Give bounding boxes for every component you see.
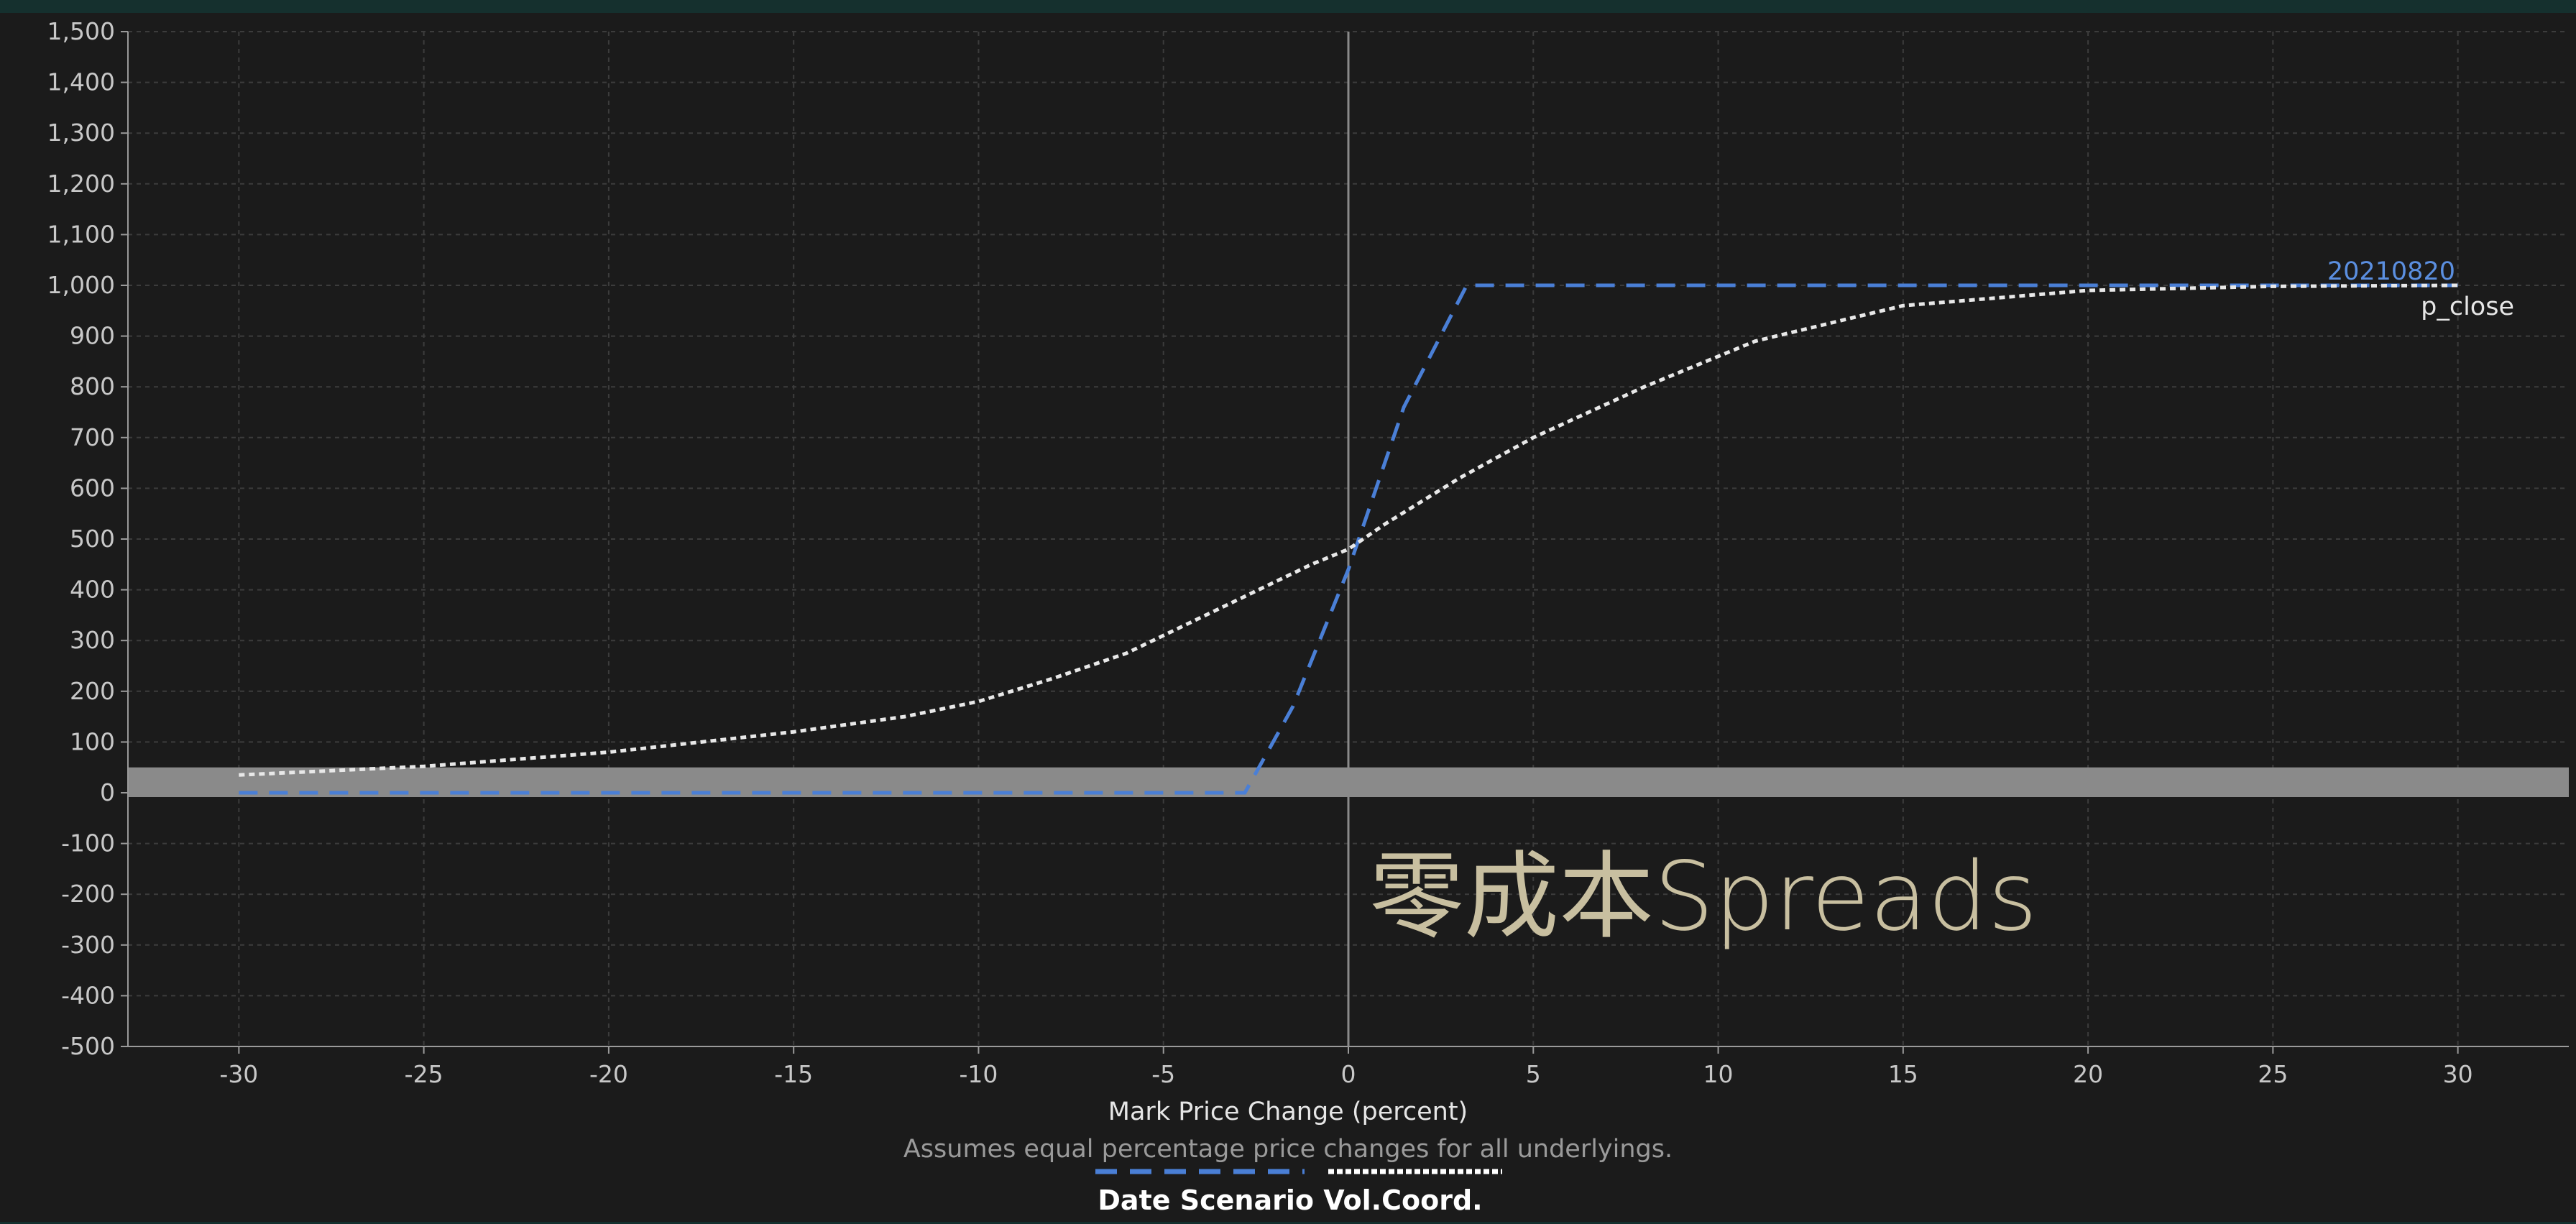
- y-tick-label: 100: [70, 727, 115, 755]
- x-tick-label: 25: [2258, 1060, 2288, 1088]
- y-tick-label: 300: [70, 626, 115, 654]
- y-tick-label: -300: [61, 931, 115, 959]
- y-tick-label: -100: [61, 829, 115, 857]
- y-tick-label: 1,300: [47, 119, 115, 147]
- x-tick-label: -10: [960, 1060, 998, 1088]
- x-tick-label: 10: [1703, 1060, 1734, 1088]
- legend-label: Date Scenario Vol.Coord.: [1098, 1184, 1482, 1216]
- y-tick-label: 800: [70, 372, 115, 400]
- y-tick-label: 900: [70, 322, 115, 350]
- y-tick-label: 1,100: [47, 220, 115, 248]
- y-tick-label: 0: [100, 778, 115, 806]
- y-tick-label: -200: [61, 880, 115, 908]
- y-tick-label: -500: [61, 1032, 115, 1060]
- x-tick-label: -25: [405, 1060, 443, 1088]
- legend[interactable]: Date Scenario Vol.Coord.: [1095, 1169, 1502, 1216]
- x-tick-label: -15: [774, 1060, 813, 1088]
- x-tick-label: 0: [1341, 1060, 1356, 1088]
- x-tick-label: -20: [589, 1060, 628, 1088]
- watermark-text: 零成本Spreads: [1369, 842, 2038, 952]
- chart-frame: -500 -400 -300 -200 -100 0 100 200 300 400 500 600 7…: [0, 13, 2576, 1222]
- series-line-date-scenario: [239, 283, 2458, 795]
- series-label-p-close: p_close: [2421, 293, 2514, 321]
- x-tick-label: -30: [219, 1060, 258, 1088]
- x-tick-label: 20: [2073, 1060, 2103, 1088]
- series-line-p-close: [239, 283, 2458, 777]
- y-tick-label: 200: [70, 677, 115, 705]
- x-axis-note: Assumes equal percentage price changes f…: [903, 1135, 1673, 1164]
- y-tick-label: 1,500: [47, 17, 115, 45]
- y-tick-label: 1,000: [47, 271, 115, 299]
- y-tick-label: 700: [70, 423, 115, 451]
- x-axis-title: Mark Price Change (percent): [1108, 1098, 1468, 1126]
- profit-loss-chart: -500-400-300-200-10001002003004005006007…: [47, 17, 2569, 1216]
- y-tick-label: 1,400: [47, 68, 115, 96]
- x-tick-label: 30: [2443, 1060, 2473, 1088]
- y-tick-label: 1,200: [47, 170, 115, 198]
- series-label-20210820: 20210820: [2327, 257, 2455, 286]
- x-tick-label: 5: [1526, 1060, 1541, 1088]
- y-tick-label: 600: [70, 474, 115, 502]
- y-tick-label: -400: [61, 981, 115, 1009]
- y-tick-label: 500: [70, 525, 115, 553]
- x-tick-label: -5: [1151, 1060, 1175, 1088]
- x-tick-label: 15: [1888, 1060, 1918, 1088]
- y-tick-label: 400: [70, 576, 115, 604]
